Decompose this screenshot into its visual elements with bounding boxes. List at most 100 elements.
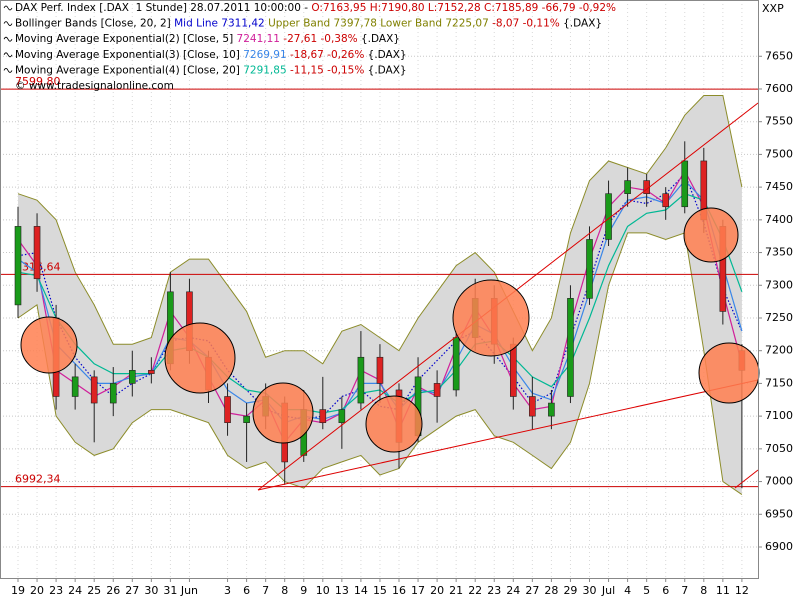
x-tick-label: 30 xyxy=(583,584,597,597)
x-tick-label: 13 xyxy=(335,584,349,597)
indicator-label: Moving Average Exponential(2) [Close, 5]… xyxy=(15,33,400,45)
indicator-text: {.DAX} xyxy=(368,64,407,76)
indicator-icon xyxy=(3,52,13,58)
indicator-text: {.DAX} xyxy=(368,49,407,61)
plot-area: 7599,807316,646992,34 xyxy=(0,0,758,578)
indicator-text: Moving Average Exponential(2) [Close, 5] xyxy=(15,33,237,45)
candle-body xyxy=(567,298,574,397)
x-tick-label: 5 xyxy=(643,584,650,597)
indicator-text: {.DAX} xyxy=(361,33,400,45)
y-tick-label: 7050 xyxy=(765,442,793,455)
x-tick-label: 17 xyxy=(411,584,425,597)
indicator-text: 7291,85 xyxy=(243,64,290,76)
x-tick-label: 20 xyxy=(30,584,44,597)
y-tick-label: 7350 xyxy=(765,246,793,259)
indicator-text: Moving Average Exponential(4) [Close, 20… xyxy=(15,64,243,76)
indicator-icon xyxy=(3,5,13,11)
indicator-label: Moving Average Exponential(3) [Close, 10… xyxy=(15,49,407,61)
candle-body xyxy=(548,402,555,417)
plot-border xyxy=(0,0,759,579)
trend-line xyxy=(257,379,759,491)
candle-body xyxy=(357,356,365,404)
x-tick-label: 8 xyxy=(700,584,707,597)
y-tick-label: 7550 xyxy=(765,115,793,128)
y-tick-label: 7300 xyxy=(765,278,793,291)
candle-body xyxy=(509,343,517,397)
highlight-circle xyxy=(164,322,236,394)
annotations xyxy=(20,102,760,491)
overlay: 6900 6950 7000 7050 7100 7150 7200 7250 7300 7350… xyxy=(3,2,793,597)
x-tick-label: 29 xyxy=(563,584,577,597)
highlight-circle xyxy=(20,316,78,374)
x-tick-label: 10 xyxy=(316,584,330,597)
y-tick-label: 7650 xyxy=(765,49,793,62)
x-tick-label: 12 xyxy=(735,584,749,597)
x-tick-label: 3 xyxy=(224,584,231,597)
indicator-label: Moving Average Exponential(4) [Close, 20… xyxy=(15,64,407,76)
x-tick-label: 28 xyxy=(544,584,558,597)
x-tick-label: 27 xyxy=(525,584,539,597)
candle-body xyxy=(148,370,155,374)
x-tick-label: 7 xyxy=(681,584,688,597)
highlight-circle xyxy=(698,342,760,404)
indicator-text: Mid Line 7311,42 xyxy=(174,18,268,30)
indicator-text: -18,67 -0,26% xyxy=(290,49,368,61)
y-tick-label: 7000 xyxy=(765,475,793,488)
indicator-text: Upper Band 7397,78 Lower Band 7225,07 xyxy=(268,18,492,30)
y-tick-label: 7250 xyxy=(765,311,793,324)
indicator-text: -8,07 -0,11% xyxy=(492,18,563,30)
y-tick-label: 6900 xyxy=(765,540,793,553)
x-tick-label: 22 xyxy=(468,584,482,597)
x-tick-label: 6 xyxy=(662,584,669,597)
candle-body xyxy=(662,193,670,208)
y-tick-label: 6950 xyxy=(765,507,793,520)
y-tick-label: 7400 xyxy=(765,213,793,226)
trend-line xyxy=(734,469,759,489)
candle-body xyxy=(243,415,250,423)
indicator-label: Bollinger Bands [Close, 20, 2] Mid Line … xyxy=(15,18,602,30)
indicator-text: -27,61 -0,38% xyxy=(283,33,361,45)
x-tick-label: 24 xyxy=(68,584,82,597)
highlight-circle xyxy=(452,279,530,357)
indicator-text: 7269,91 xyxy=(243,49,290,61)
x-tick-label: 9 xyxy=(300,584,307,597)
y-tick-label: 7500 xyxy=(765,147,793,160)
candle-body xyxy=(90,376,98,404)
y-tick-label: 7600 xyxy=(765,82,793,95)
x-tick-label: 27 xyxy=(125,584,139,597)
y-tick-label: 7450 xyxy=(765,180,793,193)
indicator-text: Moving Average Exponential(3) [Close, 10… xyxy=(15,49,243,61)
indicator-text: DAX Perf. Index [.DAX 1 Stunde] 28.07.20… xyxy=(15,2,311,14)
indicator-text: 7241,11 xyxy=(237,33,284,45)
candle-body xyxy=(14,226,22,306)
x-tick-label: 16 xyxy=(392,584,406,597)
indicator-icon xyxy=(3,21,13,26)
candle-body xyxy=(529,396,536,417)
indicator-text: {.DAX} xyxy=(563,18,602,30)
indicator-text: O:7163,95 H:7190,80 L:7152,28 C:7185,89 … xyxy=(311,2,616,14)
x-tick-label: 31 xyxy=(163,584,177,597)
band-area xyxy=(18,95,742,495)
candle-body xyxy=(338,409,346,423)
indicator-text: Bollinger Bands [Close, 20, 2] xyxy=(15,18,174,30)
x-tick-label: 8 xyxy=(281,584,288,597)
x-tick-label: 23 xyxy=(49,584,63,597)
x-tick-label: 24 xyxy=(506,584,520,597)
candle-body xyxy=(33,226,41,280)
highlight-circle xyxy=(365,395,423,453)
candle-body xyxy=(586,239,593,299)
candle-body xyxy=(109,383,117,404)
x-tick-label: 23 xyxy=(487,584,501,597)
candle-body xyxy=(624,180,631,194)
x-tick-label: 7 xyxy=(262,584,269,597)
reference-label: 6992,34 xyxy=(15,473,61,486)
x-tick-label: 25 xyxy=(87,584,101,597)
x-tick-label: 15 xyxy=(373,584,387,597)
x-tick-label: 14 xyxy=(354,584,368,597)
candle-body xyxy=(319,409,327,423)
x-tick-label: 19 xyxy=(11,584,25,597)
candle-body xyxy=(71,376,79,397)
candle-body xyxy=(376,356,384,384)
x-tick-label: 20 xyxy=(430,584,444,597)
